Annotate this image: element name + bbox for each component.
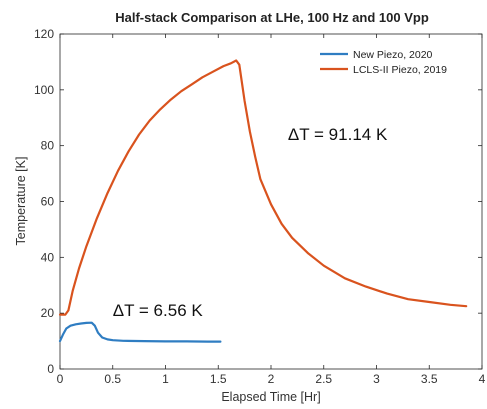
x-tick-label: 1.5 xyxy=(210,372,227,386)
x-tick-label: 3.5 xyxy=(421,372,438,386)
y-tick-label: 80 xyxy=(41,139,55,153)
y-tick-label: 100 xyxy=(34,83,54,97)
x-tick-label: 4 xyxy=(479,372,486,386)
y-axis-label: Temperature [K] xyxy=(14,157,28,246)
x-tick-label: 0 xyxy=(57,372,64,386)
x-axis-label: Elapsed Time [Hr] xyxy=(221,390,320,404)
legend-label-1: LCLS-II Piezo, 2019 xyxy=(353,64,447,76)
legend-box xyxy=(312,42,476,80)
y-tick-label: 120 xyxy=(34,27,54,41)
y-tick-label: 20 xyxy=(41,306,55,320)
y-tick-label: 40 xyxy=(41,250,55,264)
y-tick-label: 0 xyxy=(47,362,54,376)
x-tick-label: 0.5 xyxy=(104,372,121,386)
annotation-0: ΔT = 91.14 K xyxy=(288,125,388,144)
series-line-1 xyxy=(58,59,468,316)
series-line-0 xyxy=(58,321,222,343)
x-tick-label: 2.5 xyxy=(315,372,332,386)
y-tick-label: 60 xyxy=(41,195,55,209)
x-tick-label: 1 xyxy=(162,372,169,386)
legend: New Piezo, 2020 LCLS-II Piezo, 2019 xyxy=(312,42,476,80)
annotation-1: ΔT = 6.56 K xyxy=(113,301,204,320)
chart-title: Half-stack Comparison at LHe, 100 Hz and… xyxy=(115,10,429,25)
legend-label-0: New Piezo, 2020 xyxy=(353,49,433,61)
x-tick-label: 3 xyxy=(373,372,380,386)
annotations: ΔT = 91.14 K ΔT = 6.56 K xyxy=(113,125,388,320)
x-tick-label: 2 xyxy=(268,372,275,386)
series-lines xyxy=(58,59,468,343)
